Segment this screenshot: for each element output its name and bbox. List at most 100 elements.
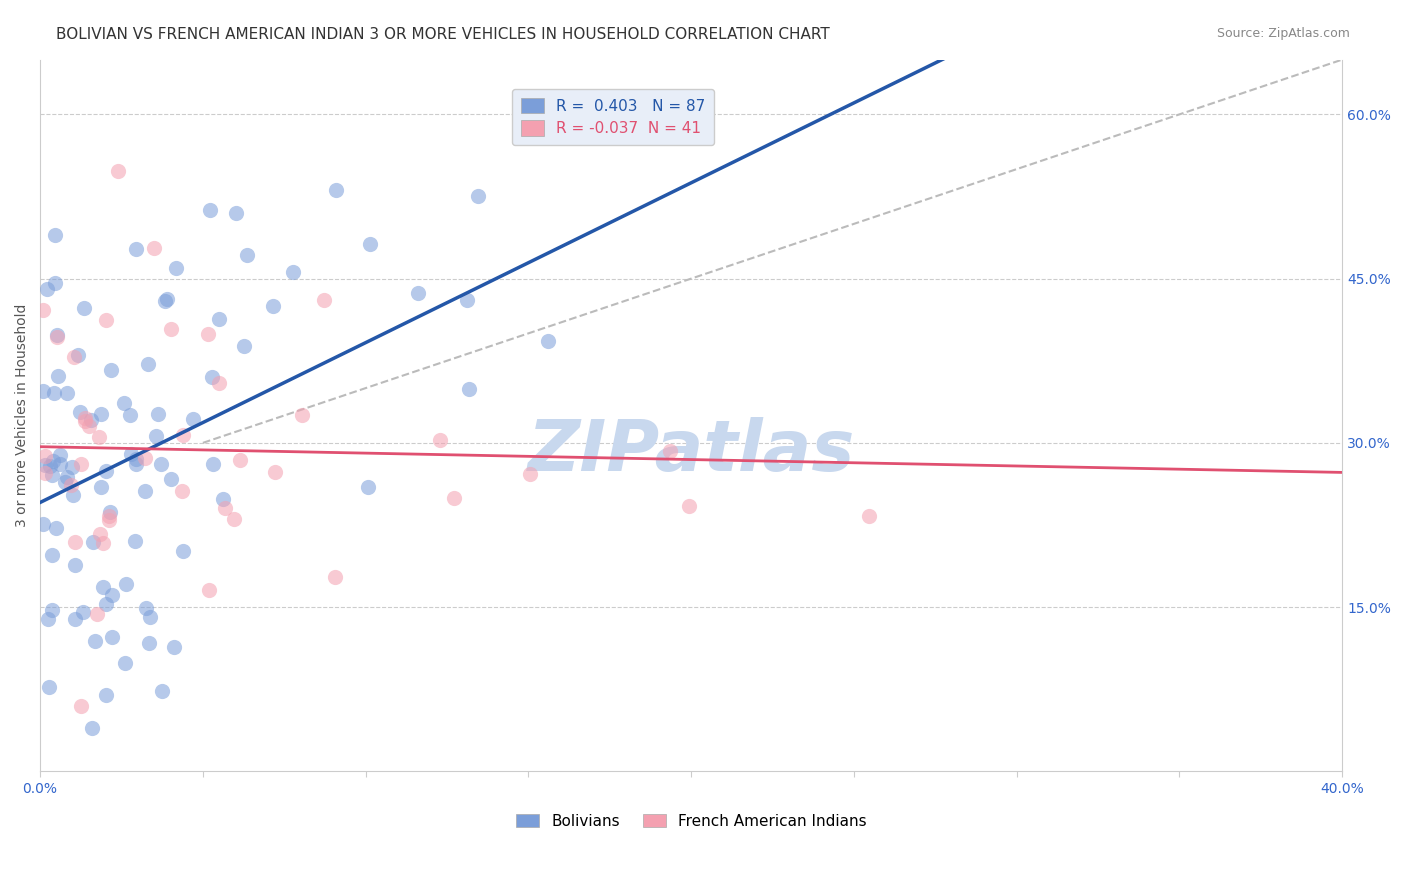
Point xyxy=(45,330,67,344)
Text: Source: ZipAtlas.com: Source: ZipAtlas.com xyxy=(1216,27,1350,40)
Point xyxy=(138,636,160,650)
Point xyxy=(112,396,135,410)
Point xyxy=(62,350,84,364)
Point xyxy=(165,260,187,275)
Point xyxy=(80,721,103,735)
Point xyxy=(49,448,72,462)
Point xyxy=(53,475,76,489)
Point xyxy=(291,408,314,422)
Point xyxy=(91,536,114,550)
Point xyxy=(537,334,560,349)
Point xyxy=(44,228,66,243)
Point xyxy=(56,386,79,401)
Point xyxy=(198,202,221,217)
Point xyxy=(145,428,167,442)
Point xyxy=(91,580,114,594)
Point xyxy=(97,513,120,527)
Point xyxy=(41,603,63,617)
Point xyxy=(142,241,165,255)
Point xyxy=(94,313,117,327)
Point xyxy=(66,347,89,361)
Point xyxy=(467,188,489,202)
Point xyxy=(120,447,142,461)
Point xyxy=(100,363,122,377)
Point xyxy=(118,408,141,422)
Point xyxy=(97,508,120,523)
Point xyxy=(134,450,156,465)
Point xyxy=(135,600,157,615)
Point xyxy=(90,407,112,421)
Point xyxy=(214,501,236,516)
Point xyxy=(312,293,335,308)
Point xyxy=(658,444,681,458)
Point xyxy=(59,477,82,491)
Point xyxy=(160,322,183,336)
Point xyxy=(228,452,250,467)
Point xyxy=(457,382,479,396)
Point xyxy=(44,277,66,291)
Point xyxy=(46,327,69,342)
Point xyxy=(32,384,55,399)
Point xyxy=(82,535,104,549)
Point xyxy=(37,612,59,626)
Point xyxy=(77,419,100,434)
Point xyxy=(170,483,193,498)
Point xyxy=(94,464,117,478)
Point xyxy=(456,293,478,307)
Point xyxy=(125,457,148,471)
Point xyxy=(90,480,112,494)
Point xyxy=(172,428,194,442)
Point xyxy=(63,612,86,626)
Point xyxy=(159,472,181,486)
Point xyxy=(150,684,173,698)
Point xyxy=(124,533,146,548)
Point xyxy=(62,488,84,502)
Point xyxy=(163,640,186,654)
Point xyxy=(94,597,117,611)
Text: BOLIVIAN VS FRENCH AMERICAN INDIAN 3 OR MORE VEHICLES IN HOUSEHOLD CORRELATION C: BOLIVIAN VS FRENCH AMERICAN INDIAN 3 OR … xyxy=(56,27,830,42)
Point xyxy=(89,526,111,541)
Point xyxy=(359,237,381,252)
Text: ZIPatlas: ZIPatlas xyxy=(527,417,855,485)
Point xyxy=(37,282,59,296)
Point xyxy=(72,605,94,619)
Point xyxy=(678,499,700,513)
Point xyxy=(858,509,880,524)
Point xyxy=(232,338,254,352)
Point xyxy=(100,588,122,602)
Point xyxy=(264,465,287,479)
Point xyxy=(519,467,541,482)
Point xyxy=(115,577,138,591)
Point xyxy=(148,407,170,421)
Point xyxy=(208,376,231,390)
Point xyxy=(69,457,91,471)
Point xyxy=(49,457,72,471)
Point xyxy=(80,412,103,426)
Point xyxy=(73,411,96,425)
Point xyxy=(42,454,65,468)
Point xyxy=(98,505,121,519)
Point xyxy=(155,293,177,308)
Point xyxy=(429,434,451,448)
Point xyxy=(198,582,221,597)
Point xyxy=(225,205,247,219)
Point xyxy=(69,404,91,418)
Point xyxy=(34,458,56,472)
Point xyxy=(406,285,429,300)
Point xyxy=(84,633,107,648)
Point xyxy=(325,569,347,583)
Point xyxy=(156,292,179,306)
Point xyxy=(44,385,66,400)
Point xyxy=(75,414,97,428)
Point xyxy=(37,680,59,694)
Point xyxy=(60,459,83,474)
Point xyxy=(87,430,110,444)
Point xyxy=(94,688,117,702)
Point xyxy=(70,698,93,713)
Point xyxy=(65,535,87,549)
Point xyxy=(73,301,96,315)
Point xyxy=(197,327,219,342)
Point xyxy=(134,483,156,498)
Point xyxy=(114,656,136,670)
Point xyxy=(325,183,347,197)
